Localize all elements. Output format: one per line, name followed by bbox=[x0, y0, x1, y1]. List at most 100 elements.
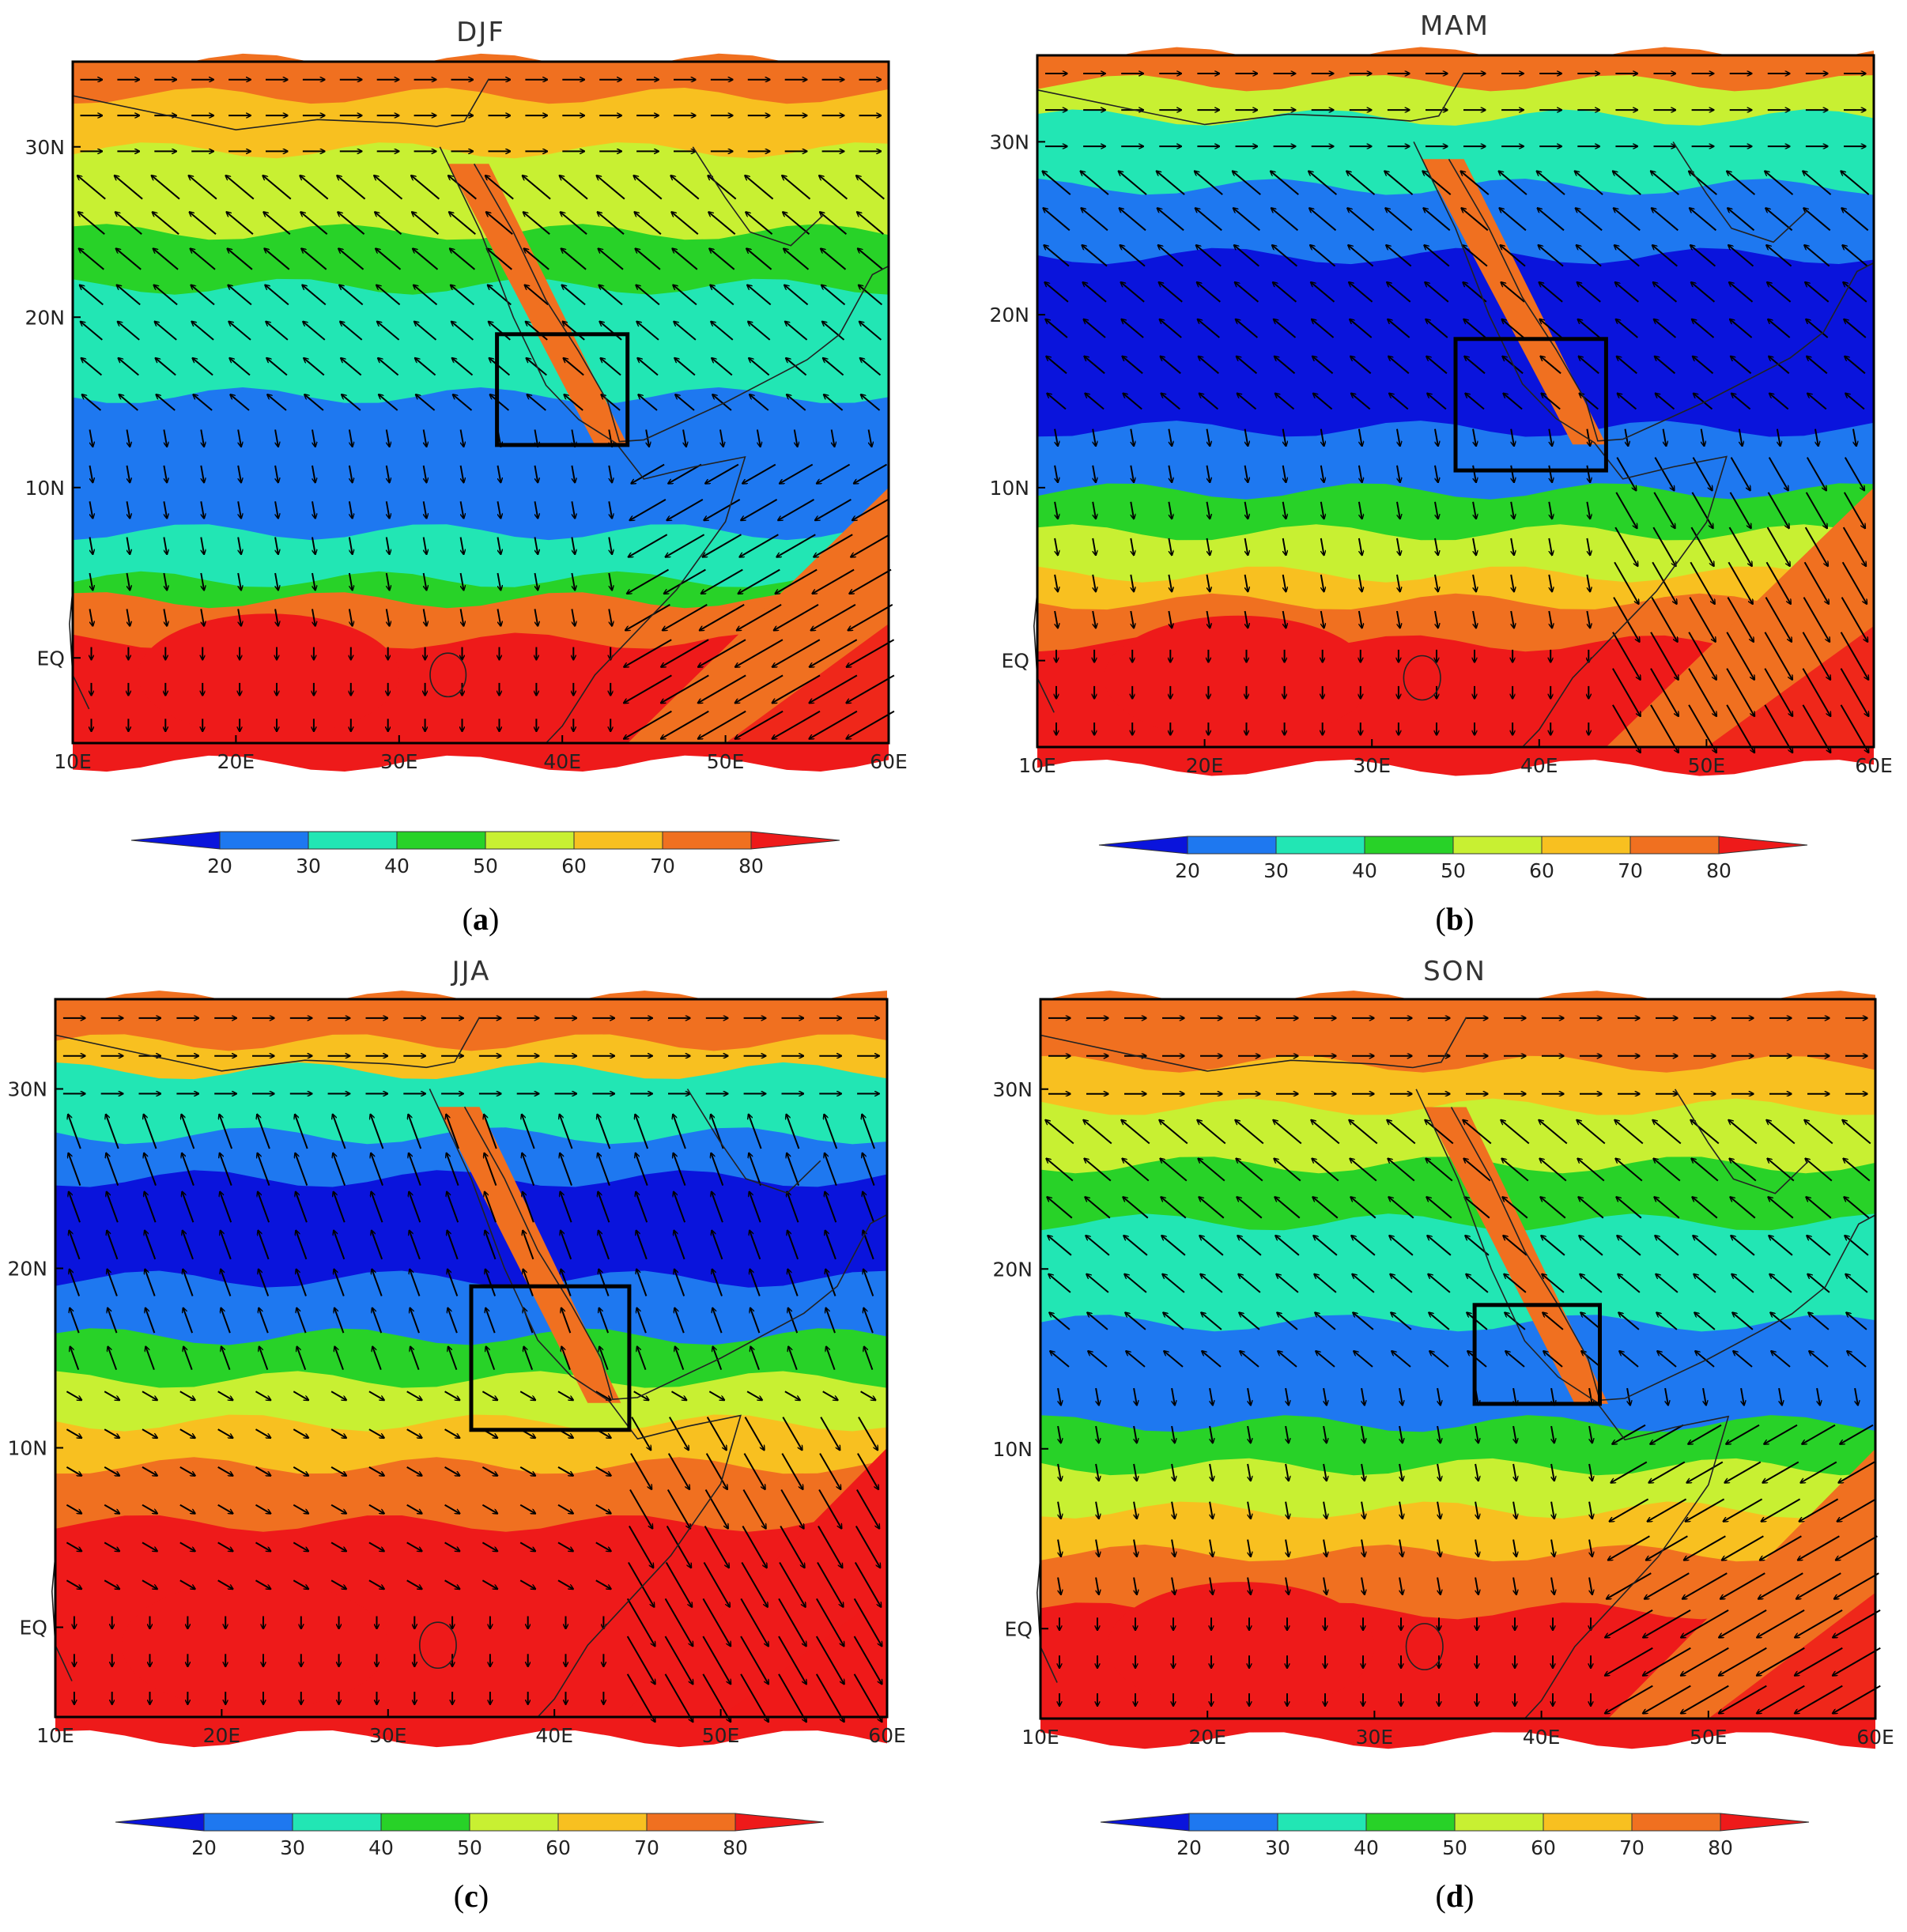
wind-vector bbox=[1121, 319, 1144, 338]
wind-vector bbox=[1503, 394, 1523, 410]
wind-vector bbox=[237, 537, 241, 555]
wind-vector bbox=[107, 1191, 119, 1223]
colorbar-segment bbox=[1365, 1813, 1456, 1832]
wind-vector bbox=[1764, 704, 1792, 753]
wind-vector bbox=[561, 1269, 572, 1296]
wind-vector bbox=[1120, 282, 1145, 303]
wind-vector bbox=[1044, 282, 1069, 303]
wind-vector bbox=[81, 358, 103, 376]
wind-vector bbox=[422, 572, 427, 591]
wind-vector bbox=[1577, 282, 1601, 303]
wind-vector bbox=[571, 609, 575, 626]
wind-vector bbox=[334, 1230, 346, 1260]
wind-vector bbox=[526, 322, 548, 341]
wind-vector bbox=[264, 248, 290, 270]
wind-vector bbox=[228, 285, 252, 306]
wind-vector bbox=[1320, 465, 1324, 483]
wind-vector bbox=[312, 501, 315, 519]
wind-vectors bbox=[62, 1018, 882, 1722]
wind-vector bbox=[1729, 492, 1751, 529]
wind-vector bbox=[523, 1269, 534, 1296]
wind-vector bbox=[1271, 208, 1299, 232]
wind-vector bbox=[237, 609, 241, 626]
longitude-tick-label: 30E bbox=[1353, 754, 1391, 777]
latitude-tick-label: 20N bbox=[992, 1258, 1033, 1281]
wind-vector bbox=[1434, 538, 1438, 556]
wind-vector bbox=[1688, 668, 1716, 717]
wind-vector bbox=[70, 1269, 81, 1296]
wind-vector bbox=[1693, 357, 1714, 375]
colorbar-segment bbox=[1454, 1813, 1544, 1832]
wind-vector bbox=[1244, 465, 1248, 483]
wind-vector bbox=[1092, 610, 1096, 628]
wind-vector bbox=[226, 212, 254, 235]
wind-vector bbox=[485, 175, 514, 200]
wind-vector bbox=[108, 1307, 118, 1334]
wind-vector bbox=[221, 1346, 231, 1371]
longitude-tick-label: 60E bbox=[870, 750, 908, 773]
colorbar-segment bbox=[573, 831, 663, 850]
colorbar-label: 50 bbox=[1442, 1836, 1467, 1859]
wind-vector bbox=[348, 572, 353, 591]
latitude-ticks: EQ 10N 20N 30N bbox=[25, 136, 81, 670]
wind-vector bbox=[1803, 208, 1831, 232]
colorbar-segment bbox=[1452, 836, 1543, 855]
wind-vector bbox=[523, 175, 551, 200]
wind-vector bbox=[116, 248, 142, 270]
wind-vector bbox=[1510, 501, 1514, 519]
wind-vector bbox=[735, 674, 784, 703]
wind-vector bbox=[230, 394, 250, 411]
latitude-tick-label: 10N bbox=[25, 477, 65, 500]
wind-vector bbox=[385, 609, 390, 626]
colorbar-label: 60 bbox=[1529, 859, 1554, 882]
longitude-tick-label: 60E bbox=[1855, 754, 1893, 777]
wind-vector bbox=[1728, 245, 1754, 267]
wind-vector bbox=[534, 465, 538, 483]
wind-vector bbox=[70, 1346, 80, 1371]
wind-vector bbox=[333, 1115, 346, 1149]
wind-vector bbox=[1282, 574, 1286, 592]
wind-vector bbox=[524, 248, 549, 270]
wind-vector bbox=[296, 1230, 308, 1260]
wind-vector bbox=[1804, 245, 1830, 267]
wind-vector bbox=[200, 572, 204, 591]
wind-vector bbox=[1282, 428, 1286, 447]
caption-letter: c bbox=[464, 1878, 478, 1914]
wind-vector bbox=[1612, 668, 1641, 717]
colorbar-segment bbox=[557, 1813, 648, 1832]
wind-vector bbox=[450, 248, 476, 270]
wind-vector bbox=[1613, 171, 1641, 195]
wind-vector bbox=[1690, 245, 1716, 267]
wind-vector bbox=[1841, 561, 1867, 604]
wind-vector bbox=[1730, 319, 1753, 338]
wind-vector bbox=[661, 639, 709, 667]
colorbar-segment bbox=[469, 1813, 559, 1832]
wind-vector bbox=[599, 1307, 610, 1334]
wind-vector bbox=[1688, 632, 1716, 680]
wind-vector bbox=[1434, 465, 1438, 483]
wind-vector bbox=[153, 212, 179, 235]
wind-vector bbox=[1472, 574, 1476, 592]
colorbar-label: 50 bbox=[1441, 859, 1466, 882]
wind-vector bbox=[867, 429, 872, 447]
wind-vector bbox=[1845, 394, 1865, 410]
wind-vector bbox=[1765, 171, 1794, 195]
wind-vector bbox=[1501, 319, 1524, 338]
wind-vector bbox=[674, 1153, 686, 1186]
wind-vector bbox=[1653, 282, 1678, 303]
wind-vector bbox=[675, 394, 695, 411]
wind-vector bbox=[702, 534, 742, 557]
wind-vector bbox=[750, 1191, 761, 1223]
wind-vector bbox=[1396, 501, 1400, 519]
wind-vector bbox=[624, 710, 672, 739]
wind-vector bbox=[571, 572, 575, 591]
wind-vector bbox=[1510, 465, 1514, 483]
wind-vector bbox=[534, 537, 538, 555]
wind-vector bbox=[599, 322, 622, 341]
latitude-tick-label: EQ bbox=[20, 1617, 47, 1640]
wind-vector bbox=[599, 1269, 610, 1296]
wind-vector bbox=[1168, 610, 1172, 628]
wind-vector bbox=[735, 710, 784, 739]
wind-vector bbox=[485, 1307, 496, 1334]
wind-vector bbox=[1651, 597, 1678, 643]
